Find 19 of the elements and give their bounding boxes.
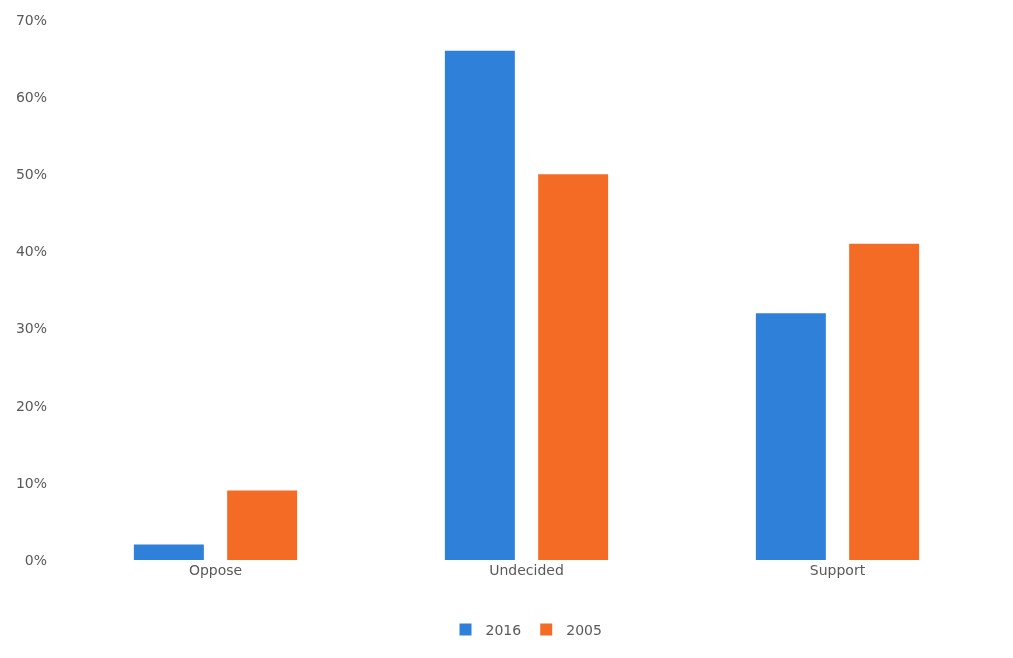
bar [444, 50, 515, 560]
y-tick-label: 70% [15, 11, 47, 28]
bar [849, 243, 920, 560]
legend-label: 2005 [566, 622, 602, 639]
y-tick-label: 50% [15, 166, 47, 183]
y-tick-label: 60% [15, 89, 47, 106]
x-tick-label: Undecided [489, 562, 564, 578]
y-tick-label: 20% [15, 397, 47, 414]
bar [755, 313, 826, 560]
x-tick-label: Oppose [188, 562, 243, 578]
x-tick-label: Support [809, 562, 866, 578]
y-tick-label: 10% [15, 474, 47, 491]
bar [133, 544, 204, 560]
bar [227, 490, 298, 560]
y-tick-label: 40% [15, 243, 47, 260]
y-tick-label: 0% [24, 551, 47, 568]
bar [538, 174, 609, 560]
y-tick-label: 30% [15, 320, 47, 337]
legend-label: 2016 [485, 622, 522, 639]
